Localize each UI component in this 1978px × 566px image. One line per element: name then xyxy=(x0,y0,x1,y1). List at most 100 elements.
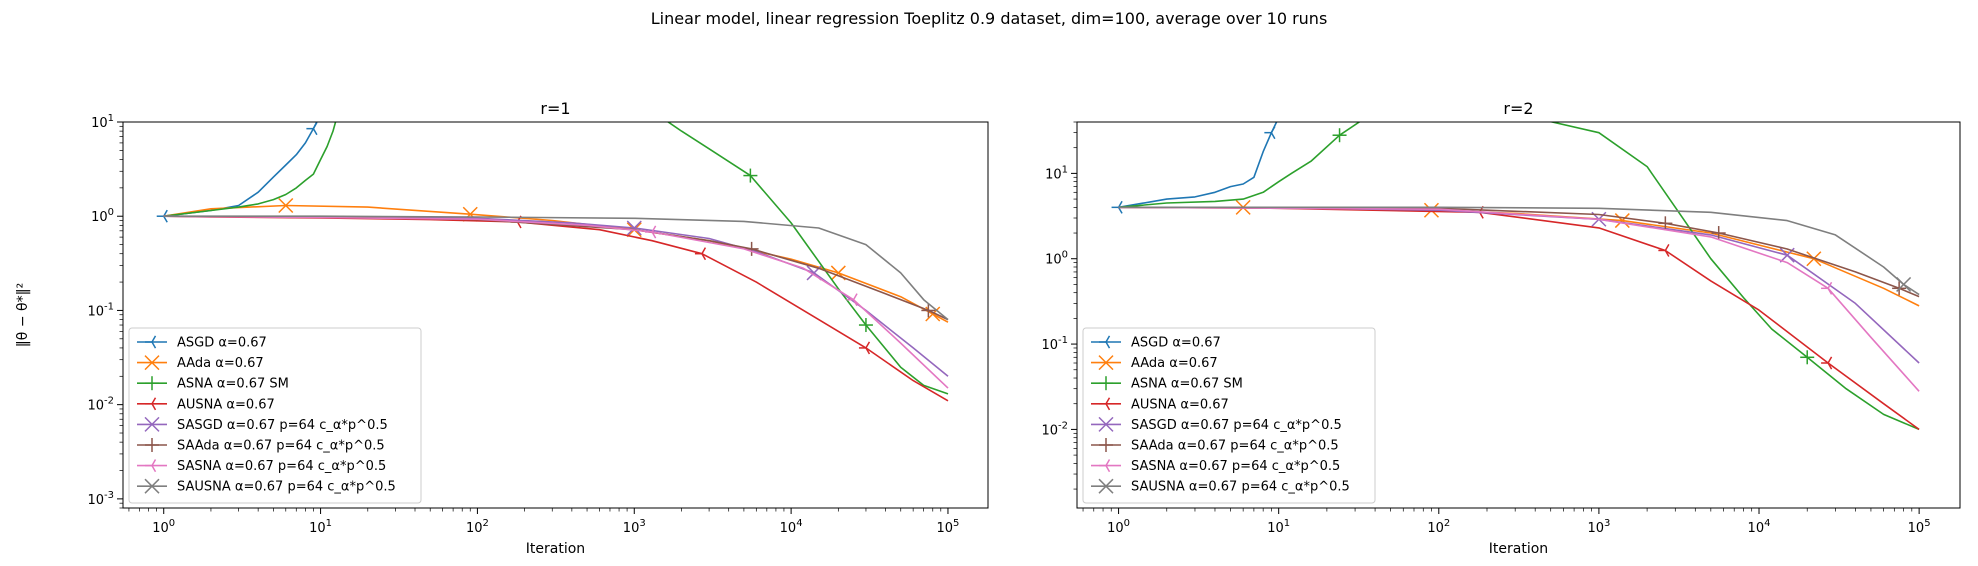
legend: ASGD α=0.67 AAda α=0.67 ASNA α=0.67 SM AUSN… xyxy=(1082,327,1376,504)
y-tick-label: 10-1 xyxy=(1041,335,1068,353)
data-point-ausna xyxy=(858,341,871,355)
series-line-aada xyxy=(1118,206,1920,307)
subplot-r2: r=2 100 101 102 103 104 105 10-2 10-1 100 101 Itera… xyxy=(1041,99,1961,557)
legend-marker-sasna xyxy=(1099,459,1111,473)
legend-marker-sasgd xyxy=(144,416,160,432)
legend-label: AUSNA α=0.67 xyxy=(177,397,275,412)
data-point-saada xyxy=(1658,216,1673,231)
x-tick-label: 100 xyxy=(1107,518,1130,536)
legend-marker-aada xyxy=(1098,355,1114,371)
data-point-sasgd xyxy=(626,220,642,236)
data-point-asgd xyxy=(306,122,318,136)
legend-label: ASNA α=0.67 SM xyxy=(177,377,289,392)
y-axis-label: ‖θ − θ*‖² xyxy=(15,283,31,347)
data-point-sasna xyxy=(1821,281,1833,295)
legend-label: SAAda α=0.67 p=64 c_α*p^0.5 xyxy=(177,439,385,454)
legend-marker-saada xyxy=(1099,438,1113,452)
y-tick-label: 10-1 xyxy=(87,301,114,319)
y-tick-label: 101 xyxy=(1045,164,1068,182)
legend-marker-asna xyxy=(145,376,159,391)
series-line-sausna xyxy=(1118,206,1920,296)
x-tick-label: 103 xyxy=(1587,518,1610,536)
axes-frame xyxy=(1076,121,1961,509)
series-line-ausna xyxy=(1118,206,1920,431)
legend-box xyxy=(1082,327,1376,504)
legend-marker-ausna xyxy=(1099,397,1111,411)
subplot-title: r=1 xyxy=(540,99,570,118)
data-point-asna xyxy=(1800,350,1815,365)
x-tick-label: 100 xyxy=(152,518,175,536)
data-point-aada xyxy=(278,197,294,214)
series-line-saada xyxy=(1118,206,1920,298)
series-line-asna xyxy=(163,122,949,395)
plot-area xyxy=(1111,122,1920,431)
legend-label: ASGD α=0.67 xyxy=(177,336,267,351)
x-tick-label: 101 xyxy=(309,518,332,536)
series-line-sasna xyxy=(163,215,949,389)
data-point-saada xyxy=(1711,226,1726,241)
y-tick-label: 100 xyxy=(91,207,114,225)
data-point-sasna xyxy=(645,225,657,239)
legend-marker-asgd xyxy=(145,335,157,349)
legend-marker-asgd xyxy=(1099,335,1111,349)
y-tick-label: 10-2 xyxy=(1041,420,1068,438)
y-tick-label: 100 xyxy=(1045,250,1068,268)
legend-label: AAda α=0.67 xyxy=(177,356,264,371)
x-tick-label: 104 xyxy=(780,518,803,536)
data-point-asgd xyxy=(1111,200,1123,214)
legend-marker-ausna xyxy=(145,397,157,411)
subplot-title: r=2 xyxy=(1503,99,1533,118)
data-point-saada xyxy=(744,241,759,256)
x-axis-label: Iteration xyxy=(526,541,585,557)
x-tick-label: 103 xyxy=(623,518,646,536)
series-line-asna xyxy=(1118,122,1920,431)
legend-label: SASGD α=0.67 p=64 c_α*p^0.5 xyxy=(177,418,388,433)
data-point-sausna xyxy=(1896,276,1912,292)
figure-suptitle: Linear model, linear regression Toeplitz… xyxy=(651,9,1328,28)
legend-label: SASNA α=0.67 p=64 c_α*p^0.5 xyxy=(1131,459,1340,474)
legend-label: SASGD α=0.67 p=64 c_α*p^0.5 xyxy=(1131,418,1342,433)
x-axis-label: Iteration xyxy=(1489,541,1548,557)
legend-label: ASNA α=0.67 SM xyxy=(1131,377,1243,392)
x-tick-label: 102 xyxy=(1427,518,1450,536)
legend: ASGD α=0.67 AAda α=0.67 ASNA α=0.67 SM AUSN… xyxy=(128,327,422,504)
legend-marker-aada xyxy=(144,355,160,371)
data-point-sasna xyxy=(846,293,858,307)
data-point-asgd xyxy=(156,209,168,223)
legend-marker-sasna xyxy=(145,459,157,473)
legend-label: AUSNA α=0.67 xyxy=(1131,397,1229,412)
plot-area xyxy=(156,122,949,402)
legend-label: SAAda α=0.67 p=64 c_α*p^0.5 xyxy=(1131,439,1339,454)
data-point-asna xyxy=(743,168,758,183)
legend-marker-sasgd xyxy=(1098,416,1114,432)
y-tick-label: 101 xyxy=(91,113,114,131)
legend-marker-saada xyxy=(145,438,159,452)
legend-marker-asna xyxy=(1099,376,1113,391)
legend-label: SAUSNA α=0.67 p=64 c_α*p^0.5 xyxy=(177,480,396,495)
legend-label: AAda α=0.67 xyxy=(1131,356,1218,371)
data-point-ausna xyxy=(694,247,707,261)
data-point-saada xyxy=(921,303,936,318)
x-tick-label: 105 xyxy=(1908,518,1931,536)
series-line-sasna xyxy=(1118,206,1920,392)
x-tick-label: 105 xyxy=(937,518,960,536)
series-line-asgd xyxy=(163,122,318,217)
series-line-sausna xyxy=(163,215,949,321)
y-tick-label: 10-2 xyxy=(87,396,114,414)
legend-marker-sausna xyxy=(144,478,160,494)
legend-label: ASGD α=0.67 xyxy=(1131,336,1221,351)
data-point-asgd xyxy=(1264,126,1276,140)
axes-frame xyxy=(122,121,989,509)
data-point-asna xyxy=(858,318,873,333)
y-tick-label: 10-3 xyxy=(87,490,114,508)
data-point-ausna xyxy=(1658,243,1670,257)
x-tick-label: 102 xyxy=(466,518,489,536)
legend-marker-sausna xyxy=(1098,478,1114,494)
legend-box xyxy=(128,327,422,504)
x-tick-label: 104 xyxy=(1748,518,1771,536)
data-point-ausna xyxy=(1821,356,1833,370)
legend-label: SASNA α=0.67 p=64 c_α*p^0.5 xyxy=(177,459,386,474)
legend-label: SAUSNA α=0.67 p=64 c_α*p^0.5 xyxy=(1131,480,1350,495)
data-point-aada xyxy=(1614,213,1630,229)
